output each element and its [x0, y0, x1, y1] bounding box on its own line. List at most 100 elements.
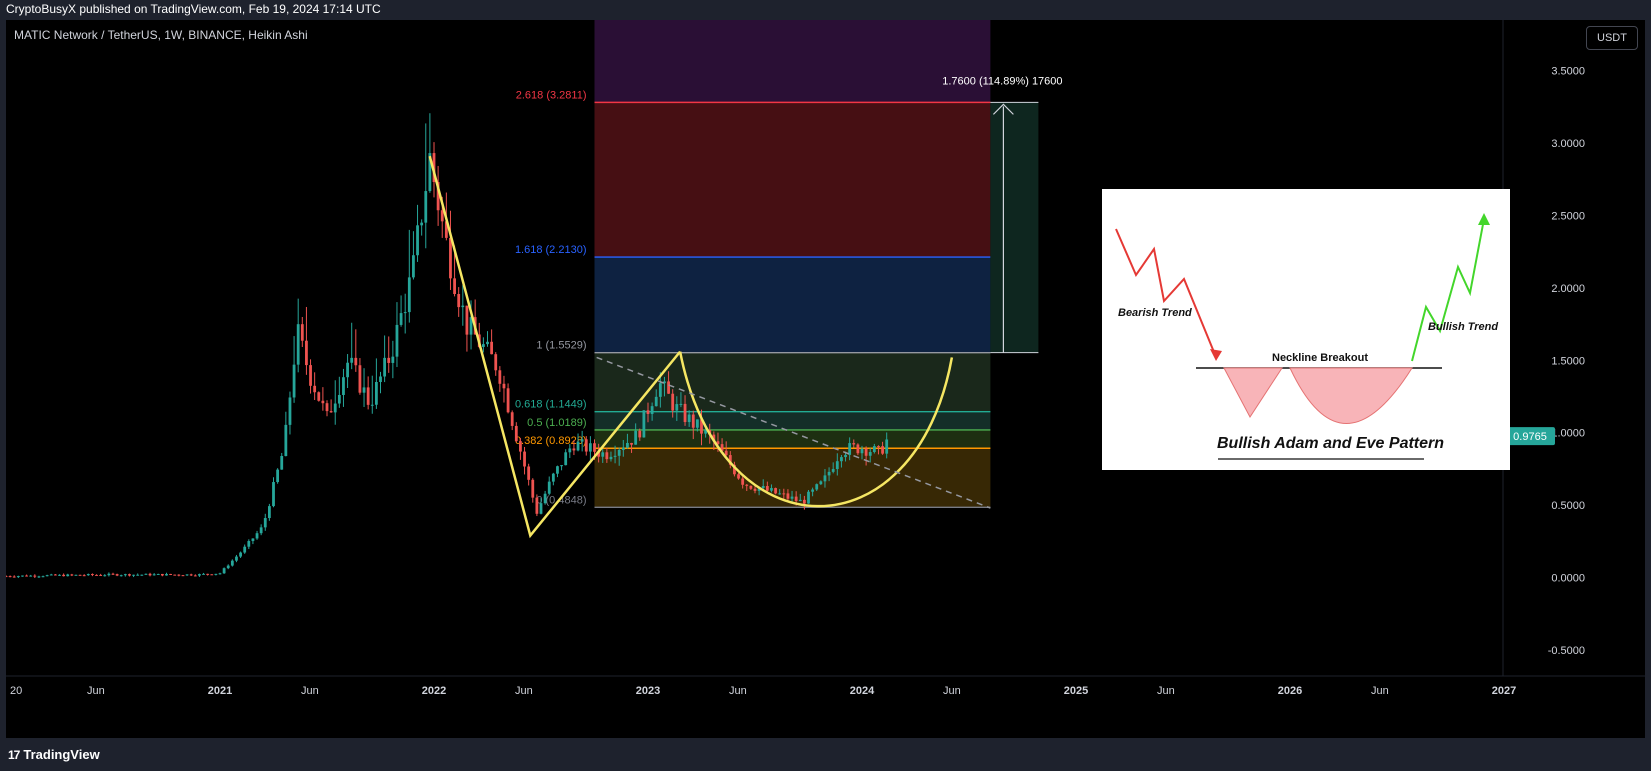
candle-body-38	[160, 573, 164, 576]
candle-body-71	[296, 324, 300, 365]
x-tick-label-3: Jun	[301, 685, 319, 697]
chart-area[interactable]: 2.618 (3.2811) 1.618 (2.2130) 1 (1.5529) 0.…	[6, 20, 1645, 738]
candle-body-15	[66, 574, 70, 577]
candle-body-40	[169, 573, 173, 575]
candle-body-0	[6, 576, 8, 578]
candle-body-59	[247, 541, 251, 547]
candle-body-64	[267, 506, 271, 519]
candle-body-65	[272, 482, 275, 507]
candle-body-46	[193, 575, 197, 577]
candle-body-48	[202, 573, 205, 575]
candle-body-117	[486, 341, 489, 345]
x-tick-label-14: 2027	[1492, 685, 1516, 697]
candle-body-142	[588, 443, 592, 452]
fib-label-0.618: 0.618 (1.1449)	[515, 399, 587, 411]
candle-body-29	[123, 574, 127, 576]
candle-body-70	[292, 364, 296, 398]
candle-body-89	[370, 404, 374, 406]
candle-body-208	[860, 448, 864, 454]
y-tick-label-1: 3.0000	[1551, 138, 1585, 150]
candle-body-90	[374, 382, 378, 405]
candle-body-86	[358, 365, 362, 393]
candle-body-84	[350, 357, 354, 363]
candle-body-189	[782, 493, 786, 495]
fib-zone-0.618-0.5	[594, 411, 991, 430]
candle-body-95	[395, 324, 399, 357]
bullish-arrow-head	[1478, 213, 1490, 225]
candle-body-37	[156, 573, 160, 575]
candle-body-174	[720, 444, 724, 451]
candle-body-149	[617, 449, 621, 456]
x-tick-label-10: 2025	[1064, 685, 1088, 697]
candle-body-98	[407, 277, 411, 313]
candle-body-47	[198, 574, 201, 576]
candle-body-14	[62, 574, 66, 577]
candle-body-158	[654, 396, 658, 407]
candle-body-185	[765, 486, 769, 491]
tradingview-logo[interactable]: 17 TradingView	[8, 747, 100, 762]
candle-body-97	[403, 312, 407, 314]
candle-body-214	[885, 439, 889, 454]
candle-body-203	[840, 457, 843, 462]
candle-body-161	[667, 381, 670, 394]
candle-body-148	[613, 455, 617, 457]
candle-body-155	[642, 410, 646, 438]
candle-body-26	[111, 573, 115, 575]
candle-body-206	[852, 443, 856, 445]
candle-body-50	[210, 574, 214, 576]
candle-body-21	[91, 574, 94, 576]
fib-label-0: 0 (0.4848)	[536, 494, 586, 506]
candle-body-167	[691, 414, 695, 428]
candle-body-92	[383, 357, 387, 377]
candle-body-209	[864, 448, 868, 456]
candle-body-99	[412, 255, 415, 278]
candle-body-179	[741, 478, 745, 485]
y-tick-label-5: 1.0000	[1551, 428, 1585, 440]
candle-body-76	[317, 392, 321, 401]
candle-body-110	[457, 294, 461, 308]
candle-body-146	[605, 452, 609, 460]
candle-body-212	[877, 446, 880, 448]
candle-body-87	[362, 387, 366, 393]
candle-body-170	[704, 430, 708, 434]
candle-body-199	[823, 475, 827, 482]
candle-body-122	[506, 388, 510, 413]
candle-body-36	[152, 574, 156, 576]
candle-body-106	[440, 210, 444, 222]
candle-body-140	[580, 439, 584, 442]
candle-body-82	[342, 377, 345, 395]
candle-body-63	[263, 518, 267, 528]
candle-body-91	[379, 376, 382, 383]
candle-body-61	[255, 533, 259, 539]
candle-body-83	[346, 362, 349, 378]
candle-body-141	[584, 439, 588, 452]
fib-label-1: 1 (1.5529)	[536, 340, 586, 352]
candle-body-192	[794, 496, 798, 502]
candle-body-25	[107, 573, 111, 576]
bullish-trend-line	[1411, 218, 1485, 362]
candle-body-33	[140, 574, 144, 576]
neckline-trendline	[596, 356, 991, 509]
drawings-layer	[428, 155, 991, 539]
fib-zone-2.618-1.618	[594, 102, 991, 258]
price-chart[interactable]: 2.618 (3.2811) 1.618 (2.2130) 1 (1.5529) 0.…	[6, 20, 1645, 738]
candle-body-137	[568, 448, 572, 453]
candle-body-113	[469, 317, 473, 335]
last-price-badge	[1505, 427, 1555, 446]
candle-body-139	[576, 441, 580, 451]
candle-body-191	[790, 496, 794, 499]
candle-body-94	[391, 356, 395, 363]
candle-body-2	[12, 576, 16, 578]
candle-body-27	[115, 574, 119, 576]
candle-body-17	[74, 574, 78, 576]
candle-body-79	[329, 411, 333, 413]
tradingview-logo-icon: 17	[8, 747, 20, 762]
candle-body-24	[103, 575, 107, 577]
candle-body-211	[872, 446, 876, 453]
currency-button[interactable]: USDT	[1586, 26, 1638, 50]
symbol-title: MATIC Network / TetherUS, 1W, BINANCE, H…	[14, 28, 308, 42]
candle-body-132	[547, 481, 551, 494]
candle-body-154	[638, 430, 642, 438]
neckline-label: Neckline Breakout	[1272, 352, 1368, 364]
axis-layer: 3.5000 3.0000 2.5000 2.0000 1.5000 1.0000 0.50…	[6, 20, 1645, 697]
